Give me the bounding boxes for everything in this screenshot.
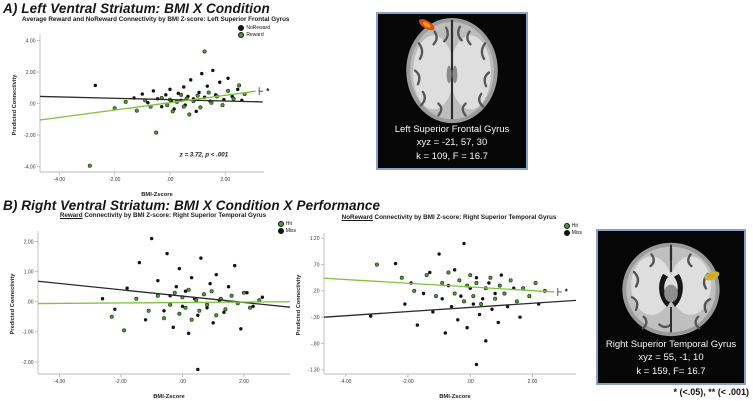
svg-text:-2.00: -2.00	[109, 177, 121, 183]
svg-text:-4.00: -4.00	[54, 379, 66, 385]
chart-legend: Hit Miss	[277, 221, 296, 235]
legend-item-hit: Hit	[563, 223, 582, 230]
legend-item-reward: Reward	[238, 32, 270, 39]
legend-label: Miss	[285, 227, 296, 234]
svg-text:.00: .00	[27, 300, 34, 306]
svg-text:-1.00: -1.00	[22, 330, 34, 336]
chart-legend: Hit Miss	[563, 223, 582, 237]
legend-label: NoReward	[246, 25, 270, 31]
chart-title: NoReward Connectivity by BMI Z-score: Ri…	[306, 214, 592, 221]
legend-item-noreward: NoReward	[238, 25, 270, 32]
chart-title-underlined: Reward	[59, 212, 83, 219]
chart-title-rest: Connectivity by BMI Z-score: Right Super…	[372, 214, 557, 221]
chart-title-rest: Average Reward and NoReward Connectivity…	[22, 16, 290, 23]
svg-text:.00: .00	[467, 379, 474, 385]
significance-footnote: * (<.05), ** (< .001)	[673, 387, 749, 397]
legend-dot-icon	[238, 25, 245, 32]
svg-text:-2.00: -2.00	[24, 133, 36, 139]
scatter-plot-svg: 4.00 2.00 .00 -2.00 -4.00 -4.00 -2.00 .00 2.00 * z…	[24, 35, 270, 183]
x-axis-label: BMI-Zscore	[439, 394, 471, 400]
activation-cluster-yellow	[704, 271, 720, 281]
svg-text:1.00: 1.00	[24, 269, 34, 275]
svg-text:1.20: 1.20	[310, 236, 320, 242]
legend-label: Hit	[571, 223, 578, 229]
svg-text:-.80: -.80	[311, 341, 320, 347]
brain-coordinates: xyz = 55, -1, 10	[638, 352, 704, 364]
legend-label: Reward	[246, 31, 264, 38]
svg-text:.00: .00	[179, 379, 186, 385]
brain-caption-a: Left Superior Frontal Gyrus xyz = -21, 5…	[378, 123, 526, 163]
svg-text:2.00: 2.00	[26, 70, 36, 76]
legend-dot-icon	[563, 223, 570, 230]
svg-text:-2.00: -2.00	[115, 379, 127, 385]
svg-text:2.00: 2.00	[528, 379, 538, 385]
svg-text:-.30: -.30	[311, 315, 320, 321]
svg-text:.20: .20	[313, 289, 320, 295]
svg-text:-2.00: -2.00	[22, 360, 34, 366]
svg-text:-1.30: -1.30	[308, 368, 320, 374]
brain-image-left-superior-frontal: Left Superior Frontal Gyrus xyz = -21, 5…	[376, 12, 528, 170]
svg-text:-4.00: -4.00	[340, 379, 352, 385]
legend-label: Miss	[571, 229, 582, 236]
brain-axial-slice-b	[598, 231, 744, 383]
svg-text:2.00: 2.00	[24, 239, 34, 245]
chart-title: Average Reward and NoReward Connectivity…	[22, 16, 289, 23]
activation-cluster-orange	[418, 19, 435, 31]
svg-text:*: *	[266, 87, 270, 96]
legend-label: Hit	[285, 221, 292, 227]
svg-text:*: *	[565, 288, 569, 297]
brain-cluster-stats: k = 109, F = 16.7	[416, 150, 488, 162]
svg-text:-4.00: -4.00	[24, 164, 36, 170]
legend-item-miss: Miss	[277, 227, 296, 235]
svg-text:-4.00: -4.00	[54, 177, 66, 183]
svg-text:4.00: 4.00	[26, 38, 36, 44]
brain-cluster-stats: k = 159, F= 16.7	[636, 365, 706, 377]
legend-dot-icon	[277, 221, 284, 228]
panel-b-heading: B) Right Ventral Striatum: BMI X Conditi…	[3, 198, 381, 213]
chart-reward-connectivity: Reward Connectivity by BMI Z-score: Righ…	[10, 212, 306, 400]
brain-image-right-superior-temporal: Right Superior Temporal Gyrus xyz = 55, …	[596, 229, 746, 385]
brain-coordinates: xyz = -21, 57, 30	[416, 137, 488, 149]
x-axis-label: BMI-Zscore	[153, 394, 185, 400]
chart-title: Reward Connectivity by BMI Z-score: Righ…	[20, 212, 306, 219]
svg-text:2.00: 2.00	[239, 379, 249, 385]
legend-dot-icon	[238, 31, 245, 38]
svg-text:2.00: 2.00	[220, 177, 230, 183]
legend-dot-icon	[277, 227, 284, 234]
brain-caption-b: Right Superior Temporal Gyrus xyz = 55, …	[598, 338, 744, 378]
chart-legend: NoReward Reward	[238, 25, 270, 38]
brain-region-label: Left Superior Frontal Gyrus	[394, 124, 510, 136]
svg-text:.70: .70	[313, 262, 320, 268]
chart-title-rest: Connectivity by BMI Z-score: Right Super…	[82, 212, 267, 219]
scatter-plot-svg: 1.20 .70 .20 -.30 -.80 -1.30 -4.00 -2.00 .00 2.00…	[308, 233, 577, 385]
legend-item-miss: Miss	[563, 229, 582, 237]
svg-text:.00: .00	[166, 177, 173, 183]
panel-a-heading: A) Left Ventral Striatum: BMI X Conditio…	[3, 1, 270, 16]
brain-axial-slice-a	[378, 14, 526, 168]
scatter-plot-svg: 2.00 1.00 .00 -1.00 -2.00 -4.00 -2.00 .00 2.00	[22, 231, 291, 385]
chart-noreward-connectivity: NoReward Connectivity by BMI Z-score: Ri…	[296, 214, 592, 400]
svg-text:.00: .00	[29, 101, 36, 107]
legend-item-hit: Hit	[277, 221, 296, 228]
x-axis-label: BMI-Zscore	[141, 192, 173, 198]
svg-text:-2.00: -2.00	[402, 379, 414, 385]
legend-dot-icon	[563, 229, 570, 236]
brain-region-label: Right Superior Temporal Gyrus	[605, 339, 737, 351]
svg-text:z = 3.72, p < .001: z = 3.72, p < .001	[179, 151, 229, 158]
chart-avg-reward-noreward-connectivity: Average Reward and NoReward Connectivity…	[12, 16, 289, 198]
chart-title-underlined: NoReward	[341, 214, 373, 221]
